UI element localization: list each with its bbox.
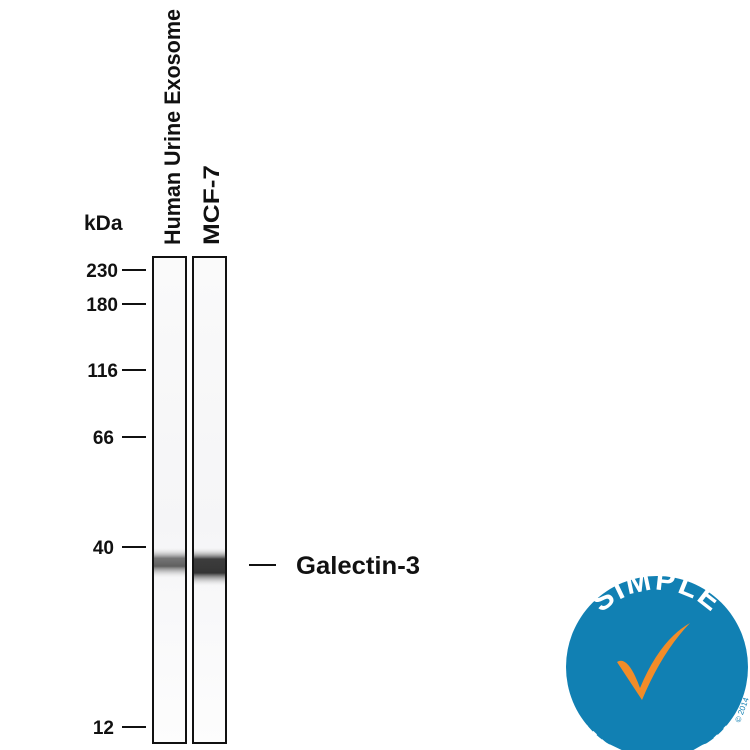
lane-2 <box>192 256 227 744</box>
lane-1 <box>152 256 187 744</box>
lane-label-1: Human Urine Exosome <box>160 9 185 245</box>
marker-label: 66 <box>93 428 114 449</box>
marker-label: 40 <box>93 538 114 559</box>
marker-label: 12 <box>93 718 114 739</box>
lane-label-2: MCF-7 <box>199 165 224 245</box>
band-label: Galectin-3 <box>296 552 420 580</box>
marker-ladder: 230 180 116 66 40 12 <box>86 261 146 739</box>
checkmark-icon <box>617 623 690 700</box>
marker-label: 230 <box>86 261 118 282</box>
kda-label: kDa <box>84 212 123 235</box>
simple-western-logo: SIMPLE WESTERN © 2014 <box>566 563 750 750</box>
marker-label: 116 <box>87 361 118 382</box>
band-lane-2 <box>194 547 225 587</box>
marker-label: 180 <box>86 295 118 316</box>
band-lane-1 <box>154 547 185 579</box>
